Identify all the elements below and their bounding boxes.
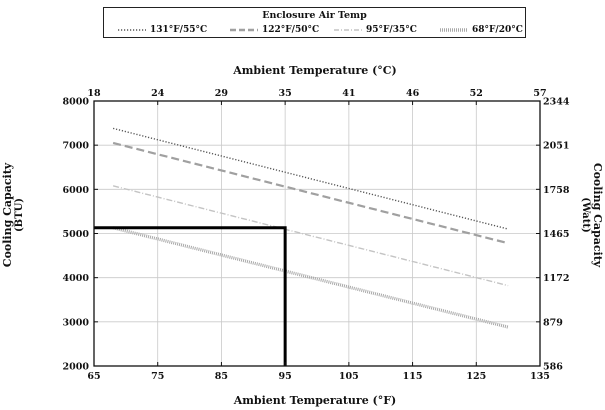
y-right-axis-label: Cooling Capacity bbox=[591, 162, 604, 268]
y-left-tick-label: 2000 bbox=[63, 362, 90, 373]
x-top-axis-title: Ambient Temperature (°C) bbox=[233, 64, 397, 77]
y-left-axis-title: Cooling Capacity (BTU) bbox=[1, 140, 26, 290]
y-right-tick-label: 2344 bbox=[543, 97, 570, 108]
plot-frame bbox=[93, 100, 541, 367]
y-left-tick-label: 4000 bbox=[63, 273, 90, 284]
series-line-1 bbox=[112, 127, 509, 230]
y-right-tick-label: 586 bbox=[543, 362, 563, 373]
legend-label: 95°F/35°C bbox=[366, 25, 417, 35]
x-top-tick-label: 41 bbox=[342, 88, 355, 99]
y-left-tick-label: 3000 bbox=[63, 317, 90, 328]
series-line-3 bbox=[112, 185, 509, 287]
x-bottom-tick-label: 85 bbox=[215, 371, 228, 382]
x-bottom-tick-label: 115 bbox=[403, 371, 423, 382]
legend-title: Enclosure Air Temp bbox=[262, 10, 367, 21]
x-bottom-tick-label: 65 bbox=[87, 371, 100, 382]
y-right-tick-label: 879 bbox=[543, 317, 563, 328]
reference-guide bbox=[94, 226, 287, 366]
x-bottom-tick-label: 105 bbox=[339, 371, 359, 382]
x-bottom-tick-label: 95 bbox=[279, 371, 292, 382]
y-right-axis-title: Cooling Capacity (Watt) bbox=[579, 140, 604, 290]
y-right-tick-label: 1172 bbox=[543, 273, 569, 284]
y-right-tick-label: 2051 bbox=[543, 141, 569, 152]
grid-lines bbox=[94, 101, 540, 366]
y-left-axis-unit: (BTU) bbox=[14, 197, 25, 233]
x-top-tick-label: 46 bbox=[406, 88, 420, 99]
x-top-tick-label: 24 bbox=[151, 88, 165, 99]
legend-label: 122°F/50°C bbox=[262, 25, 320, 35]
x-top-tick-label: 52 bbox=[470, 88, 483, 99]
x-top-tick-label: 29 bbox=[215, 88, 229, 99]
x-top-tick-label: 18 bbox=[87, 88, 101, 99]
x-top-tick-label: 35 bbox=[279, 88, 292, 99]
y-left-tick-label: 5000 bbox=[63, 229, 90, 240]
y-left-tick-label: 6000 bbox=[63, 185, 90, 196]
y-right-tick-label: 1465 bbox=[543, 229, 569, 240]
legend-label: 131°F/55°C bbox=[150, 25, 208, 35]
y-left-tick-label: 7000 bbox=[63, 141, 90, 152]
x-bottom-tick-label: 135 bbox=[530, 371, 550, 382]
y-left-tick-label: 8000 bbox=[63, 97, 90, 108]
legend-label: 68°F/20°C bbox=[472, 25, 523, 35]
reference-guide-line bbox=[94, 226, 287, 366]
y-right-axis-unit: (Watt) bbox=[580, 197, 591, 233]
tick-labels: 65 18 75 24 85 29 95 35 105 41 115 46 125 52 135 57 8000… bbox=[63, 88, 570, 382]
series-layer bbox=[112, 127, 509, 329]
x-bottom-tick-label: 125 bbox=[466, 371, 486, 382]
y-right-tick-label: 1758 bbox=[543, 185, 570, 196]
x-bottom-tick-label: 75 bbox=[151, 371, 164, 382]
y-left-axis-label: Cooling Capacity bbox=[1, 162, 14, 268]
legend: Enclosure Air Temp 131°F/55°C 122°F/50°C… bbox=[103, 7, 526, 38]
x-top-tick-label: 57 bbox=[533, 88, 546, 99]
x-bottom-axis-title: Ambient Temperature (°F) bbox=[233, 394, 397, 407]
series-line-2 bbox=[112, 141, 509, 245]
